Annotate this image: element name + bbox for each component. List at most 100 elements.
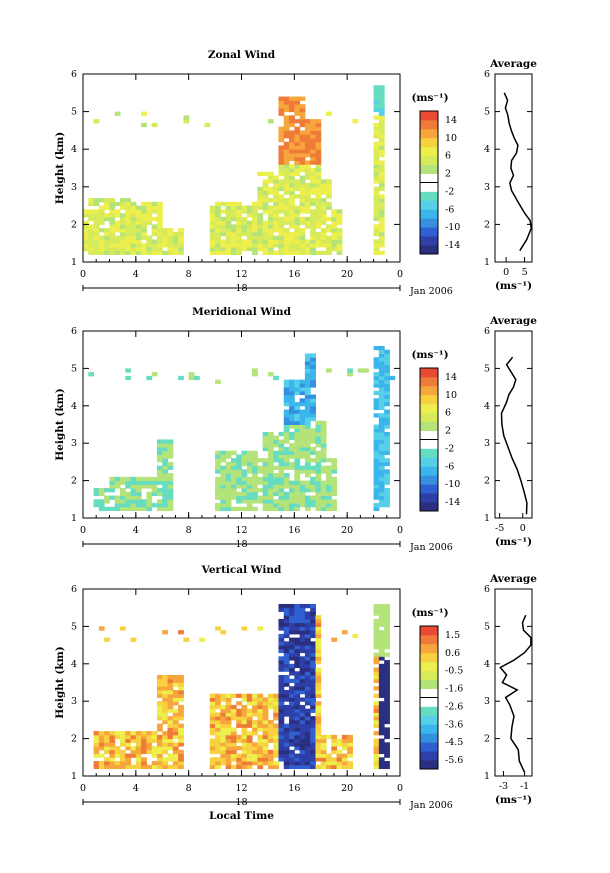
heatmap-cell (289, 626, 295, 631)
heatmap-cell (162, 450, 169, 455)
heatmap-cell (273, 220, 279, 225)
heatmap-cell (162, 742, 169, 747)
heatmap-cell (220, 727, 227, 732)
heatmap-cell (257, 201, 264, 207)
heatmap-cell (252, 495, 258, 500)
heatmap-cell (315, 738, 322, 743)
heatmap-cell (304, 183, 311, 188)
heatmap-cell (283, 235, 290, 240)
heatmap-cell (230, 239, 237, 244)
heatmap-cell (125, 503, 132, 508)
heatmap-cell (209, 761, 216, 766)
heatmap-cell (130, 484, 137, 489)
heatmap-cell (384, 660, 390, 665)
heatmap-cell (230, 246, 237, 252)
heatmap-cell (135, 213, 142, 218)
heatmap-cell (130, 506, 137, 512)
heatmap-cell (141, 484, 147, 489)
heatmap-cell (310, 641, 316, 646)
heatmap-cell (331, 484, 338, 489)
heatmap-cell (246, 480, 253, 485)
heatmap-cell (294, 708, 301, 713)
heatmap-cell (299, 250, 306, 255)
heatmap-cell (88, 239, 95, 244)
heatmap-cell (114, 250, 121, 255)
heatmap-cell (336, 738, 343, 743)
heatmap-cell (278, 450, 285, 455)
heatmap-cell (215, 757, 221, 762)
heatmap-cell (246, 716, 253, 721)
heatmap-cell (209, 712, 216, 717)
heatmap-cell (220, 469, 227, 474)
heatmap-cell (320, 491, 327, 497)
heatmap-cell (135, 205, 142, 210)
heatmap-cell (289, 656, 295, 661)
colorbar-tick-label: -5.6 (445, 755, 463, 766)
heatmap-cell (252, 693, 258, 698)
heatmap-cell (378, 439, 385, 444)
heatmap-cell (209, 723, 216, 728)
heatmap-cell (156, 450, 163, 455)
heatmap-cell (315, 134, 322, 139)
heatmap-cell (289, 409, 295, 414)
heatmap-cell (278, 235, 285, 240)
heatmap-cell (310, 375, 316, 381)
heatmap-cell (315, 194, 322, 199)
heatmap-cell (320, 506, 327, 512)
heatmap-cell (373, 704, 380, 710)
heatmap-cell (119, 764, 126, 770)
heatmap-cell (109, 506, 116, 512)
heatmap-cell (278, 126, 285, 131)
heatmap-cell (246, 753, 253, 758)
heatmap-cell (315, 201, 322, 207)
heatmap-cell (167, 764, 174, 770)
heatmap-cell (267, 723, 274, 728)
heatmap-cell (320, 761, 327, 766)
heatmap-cell (373, 383, 380, 388)
heatmap-cell (257, 693, 264, 698)
heatmap-cell (315, 641, 322, 646)
heatmap-cell (304, 424, 311, 429)
heatmap-cell (315, 250, 322, 255)
heatmap-cell (220, 742, 227, 747)
heatmap-cell (156, 704, 163, 710)
heatmap-cell (262, 171, 269, 177)
heatmap-cell (373, 435, 380, 440)
heatmap-cell (215, 704, 221, 710)
heatmap-cell (162, 719, 169, 725)
heatmap-cell (151, 250, 158, 255)
heatmap-cell (262, 220, 269, 225)
heatmap-cell (378, 360, 385, 366)
heatmap-cell (156, 201, 163, 207)
heatmap-cell (156, 231, 163, 237)
heatmap-cell (109, 476, 116, 482)
heatmap-cell (178, 742, 184, 747)
heatmap-cell (315, 130, 322, 135)
heatmap-cell (273, 480, 279, 485)
heatmap-cell (378, 431, 385, 437)
heatmap-cell (114, 213, 121, 218)
heatmap-cell (320, 446, 327, 452)
heatmap-cell (299, 615, 306, 620)
heatmap-cell (178, 697, 184, 702)
heatmap-cell (204, 122, 211, 128)
heatmap-cell (252, 742, 258, 747)
heatmap-cell (220, 704, 227, 710)
heatmap-cell (252, 216, 258, 222)
heatmap-cell (241, 716, 248, 721)
heatmap-cell (283, 641, 290, 646)
heatmap-cell (278, 171, 285, 177)
heatmap-cell (294, 731, 301, 736)
heatmap-cell (267, 250, 274, 255)
heatmap-cell (209, 719, 216, 725)
heatmap-cell (294, 134, 301, 139)
heatmap-cell (304, 141, 311, 146)
heatmap-cell (125, 220, 132, 225)
heatmap-cell (378, 484, 385, 489)
heatmap-cell (104, 235, 110, 240)
heatmap-cell (257, 723, 264, 728)
heatmap-cell (236, 495, 242, 500)
heatmap-cell (299, 235, 306, 240)
heatmap-cell (299, 201, 306, 207)
heatmap-cell (135, 757, 142, 762)
